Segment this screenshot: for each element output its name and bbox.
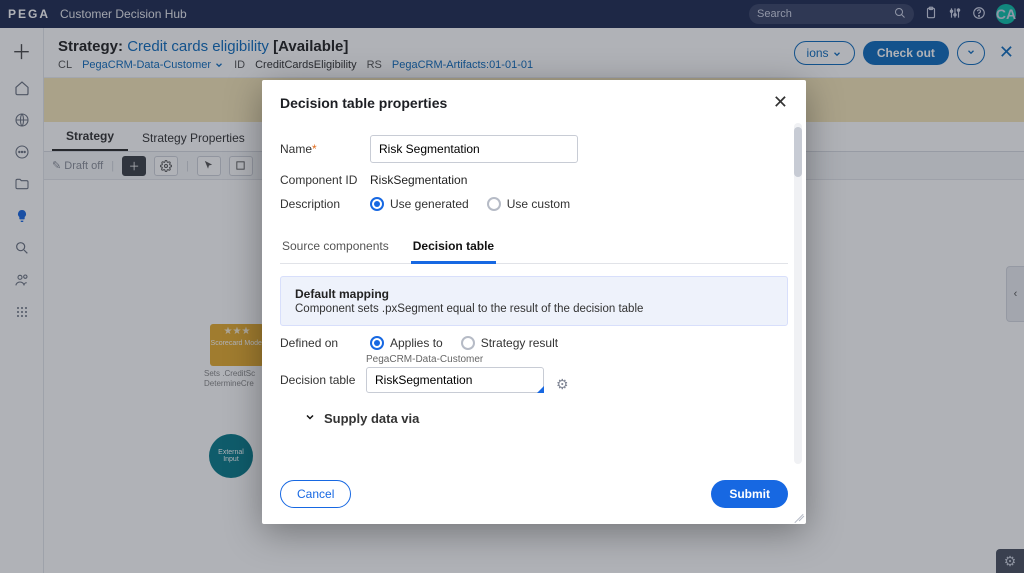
modal-scrollbar[interactable] <box>794 123 802 464</box>
submit-button[interactable]: Submit <box>711 480 788 508</box>
desc-radio-custom[interactable]: Use custom <box>487 197 570 211</box>
supply-data-expander[interactable]: Supply data via <box>304 411 788 426</box>
decision-table-hint: PegaCRM-Data-Customer <box>366 354 544 365</box>
component-id-label: Component ID <box>280 173 358 187</box>
defined-on-label: Defined on <box>280 336 358 350</box>
name-input[interactable] <box>370 135 578 163</box>
defined-radio-strategy[interactable]: Strategy result <box>461 336 558 350</box>
tab-source-components[interactable]: Source components <box>280 233 391 263</box>
cancel-button[interactable]: Cancel <box>280 480 351 508</box>
modal-close-icon[interactable]: ✕ <box>773 92 788 113</box>
modal-tabs: Source components Decision table <box>280 233 788 264</box>
decision-table-gear-icon[interactable]: ⚙ <box>556 376 569 393</box>
tab-decision-table[interactable]: Decision table <box>411 233 496 264</box>
description-label: Description <box>280 197 358 211</box>
defined-radio-applies[interactable]: Applies to <box>370 336 443 350</box>
default-mapping-card: Default mapping Component sets .pxSegmen… <box>280 276 788 326</box>
mapping-title: Default mapping <box>295 287 773 301</box>
autocomplete-corner-icon <box>537 386 544 393</box>
modal-title: Decision table properties <box>280 95 447 111</box>
chevron-down-icon <box>304 411 316 426</box>
decision-table-label: Decision table <box>280 373 358 393</box>
desc-radio-generated[interactable]: Use generated <box>370 197 469 211</box>
decision-table-modal: Decision table properties ✕ Name* Compon… <box>262 80 806 524</box>
decision-table-input[interactable] <box>366 367 544 393</box>
component-id-value: RiskSegmentation <box>370 173 467 187</box>
mapping-subtitle: Component sets .pxSegment equal to the r… <box>295 303 773 315</box>
resize-grip-icon[interactable] <box>791 509 803 521</box>
name-label: Name* <box>280 142 358 156</box>
